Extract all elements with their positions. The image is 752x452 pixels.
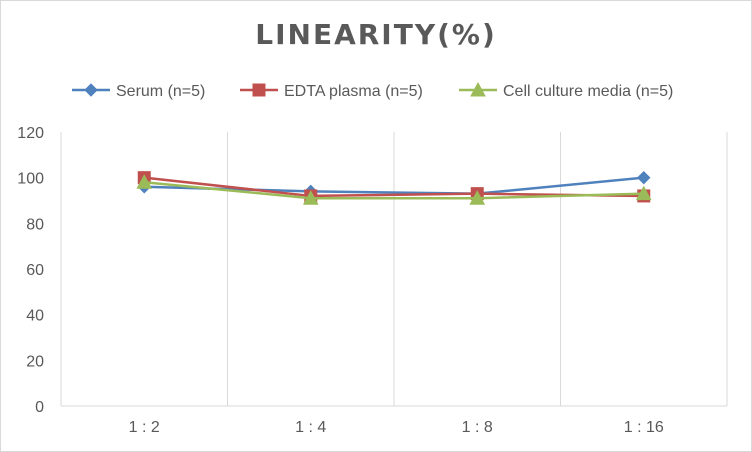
y-tick-label: 80 (26, 216, 44, 233)
data-point (302, 190, 319, 205)
x-tick-label: 1 : 16 (624, 419, 664, 436)
x-tick-label: 1 : 4 (295, 419, 326, 436)
legend-label: EDTA plasma (n=5) (284, 83, 423, 100)
chart-title: LINEARITY(%) (255, 18, 497, 51)
y-tick-label: 40 (26, 308, 44, 325)
y-tick-label: 100 (17, 171, 44, 188)
y-tick-label: 20 (26, 353, 44, 370)
x-tick-label: 1 : 2 (129, 419, 160, 436)
y-tick-label: 120 (17, 125, 44, 142)
x-tick-label: 1 : 8 (462, 419, 493, 436)
legend-label: Cell culture media (n=5) (503, 83, 673, 100)
legend-marker (252, 83, 266, 97)
data-point (136, 174, 153, 189)
y-tick-label: 0 (35, 399, 44, 416)
data-point (635, 185, 652, 201)
y-tick-label: 60 (26, 262, 44, 279)
data-point (469, 190, 486, 205)
data-point (637, 170, 651, 185)
series-line-3 (144, 180, 644, 200)
legend-marker (470, 81, 486, 97)
legend-label: Serum (n=5) (116, 83, 205, 100)
legend-marker (84, 83, 98, 97)
